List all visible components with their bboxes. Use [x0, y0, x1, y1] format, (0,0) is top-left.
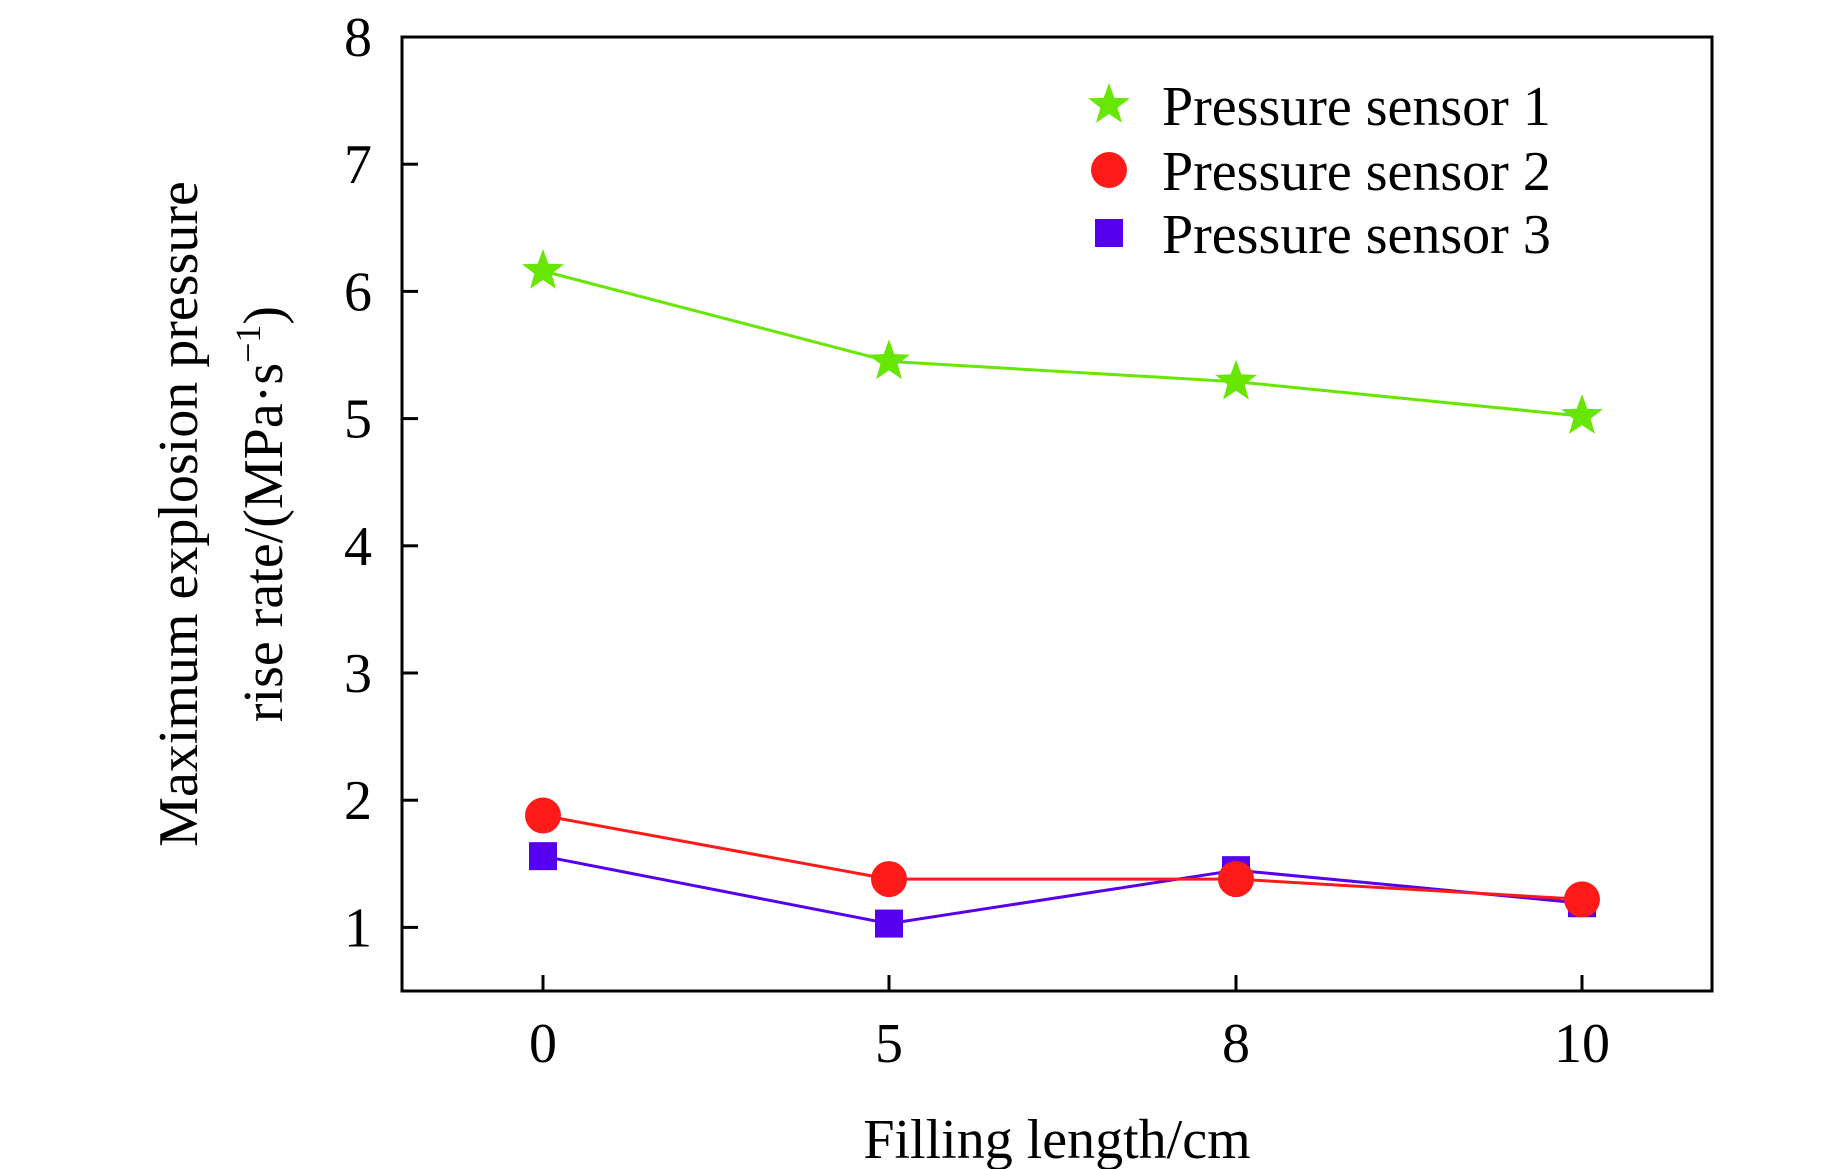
series-1-point	[1561, 394, 1603, 434]
series-3-line	[542, 854, 1583, 926]
legend-label: Pressure sensor 2	[1162, 141, 1551, 203]
series-1-point	[868, 339, 910, 380]
series-1-point	[1215, 359, 1257, 400]
x-axis: 0 5 8 10	[529, 975, 1610, 1075]
legend-label: Pressure sensor 3	[1162, 204, 1551, 266]
legend-label: Pressure sensor 1	[1162, 76, 1551, 138]
x-tick-label: 0	[529, 1013, 557, 1075]
y-axis: 1 2 3 4 5 6 7 8	[344, 7, 418, 959]
y-tick-label: 4	[344, 516, 372, 578]
series-2-point	[1564, 881, 1600, 918]
plot-frame	[400, 35, 1714, 993]
series-2-point	[1218, 861, 1254, 898]
x-tick-label: 5	[875, 1013, 903, 1075]
y-axis-label-line2-main: rise rate/(MPa·s	[233, 363, 295, 722]
y-axis-label-line2: rise rate/(MPa·s−1)	[228, 306, 295, 722]
x-tick-label: 10	[1554, 1013, 1610, 1075]
y-tick-label: 7	[344, 134, 372, 196]
series-1-line	[542, 269, 1583, 418]
y-tick-label: 8	[344, 7, 372, 69]
legend-item: Pressure sensor 1	[1088, 76, 1551, 138]
series-2-line	[542, 814, 1583, 901]
y-axis-label-superscript: −1	[228, 325, 268, 363]
series-1-point	[522, 249, 564, 289]
y-tick-label: 3	[344, 643, 372, 705]
series-1	[522, 249, 1603, 434]
x-axis-label: Filling length/cm	[863, 1109, 1250, 1169]
y-axis-label-suffix: )	[233, 306, 295, 325]
y-tick-label: 2	[344, 770, 372, 832]
legend-item: Pressure sensor 3	[1095, 204, 1551, 266]
y-axis-label-line1: Maximum explosion pressure	[148, 181, 210, 847]
series-2	[525, 797, 1600, 918]
legend-marker	[1095, 219, 1123, 247]
legend-marker	[1088, 83, 1130, 123]
legend-marker	[1091, 152, 1127, 188]
series-2-point	[525, 797, 561, 834]
series-3-point	[875, 909, 903, 938]
series-layer	[522, 249, 1603, 938]
y-tick-label: 6	[344, 261, 372, 323]
x-tick-label: 8	[1222, 1013, 1250, 1075]
y-tick-label: 1	[344, 897, 372, 959]
y-tick-label: 5	[344, 389, 372, 451]
series-3-point	[529, 842, 557, 871]
legend-item: Pressure sensor 2	[1091, 141, 1551, 203]
series-2-point	[871, 861, 907, 898]
